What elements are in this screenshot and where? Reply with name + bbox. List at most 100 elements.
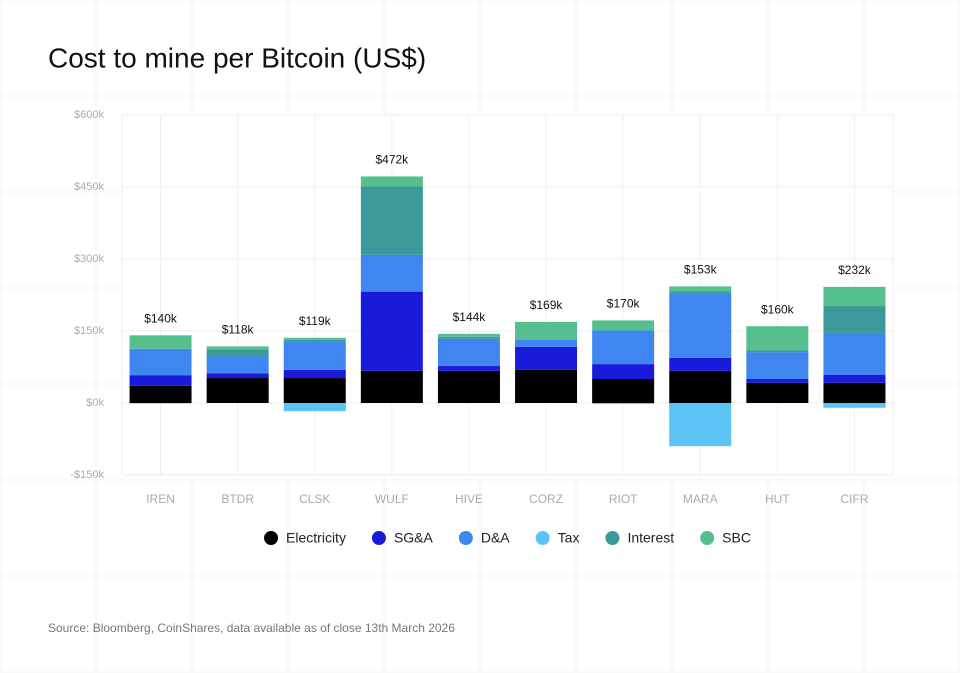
bar-segment bbox=[206, 378, 269, 403]
bar-segment bbox=[360, 370, 423, 403]
legend-swatch bbox=[535, 531, 550, 545]
total-label: $118k bbox=[222, 323, 255, 337]
y-tick-label: $450k bbox=[74, 181, 104, 193]
legend-label: Interest bbox=[627, 530, 674, 546]
legend-swatch bbox=[605, 531, 620, 545]
bar-segment bbox=[515, 321, 578, 340]
y-tick-label: $150k bbox=[74, 325, 104, 337]
y-tick-label: -$150k bbox=[70, 469, 104, 481]
bar-segment bbox=[360, 254, 423, 292]
x-tick-label: MARA bbox=[683, 492, 718, 506]
legend-item: SBC bbox=[700, 530, 751, 546]
legend-label: SBC bbox=[722, 530, 751, 546]
bar-segment bbox=[129, 385, 192, 403]
bar-segment bbox=[515, 346, 578, 370]
x-tick-label: RIOT bbox=[609, 492, 638, 506]
bar-segment bbox=[437, 336, 500, 339]
x-tick-label: CIFR bbox=[840, 492, 868, 506]
legend: Electricity SG&A D&A Tax Interest SBC bbox=[264, 530, 751, 546]
bar-segment bbox=[592, 320, 655, 331]
bar-segment bbox=[515, 369, 578, 403]
legend-label: Tax bbox=[558, 530, 580, 546]
bar-segment bbox=[437, 370, 500, 403]
x-tick-label: HUT bbox=[765, 492, 790, 506]
bar-segment bbox=[669, 357, 732, 371]
bar-segment bbox=[746, 352, 809, 379]
bar-segment bbox=[129, 375, 192, 386]
total-label: $140k bbox=[144, 311, 178, 325]
bar-segment bbox=[592, 403, 655, 404]
bar-segment bbox=[823, 382, 886, 403]
legend-swatch bbox=[700, 531, 715, 545]
bar-segment bbox=[360, 176, 423, 187]
y-tick-label: $600k bbox=[74, 109, 104, 121]
bar-segment bbox=[206, 349, 269, 357]
bar-segment bbox=[746, 326, 809, 351]
bar-segment bbox=[283, 337, 346, 340]
y-tick-label: $0k bbox=[86, 397, 104, 409]
legend-swatch bbox=[264, 531, 279, 545]
bar-segment bbox=[823, 332, 886, 375]
total-label: $160k bbox=[761, 302, 795, 316]
bar-segment bbox=[283, 339, 346, 342]
bar-segment bbox=[592, 379, 655, 403]
total-label: $144k bbox=[453, 310, 487, 324]
bar-segment bbox=[592, 364, 655, 379]
x-tick-label: IREN bbox=[146, 492, 175, 506]
bar-segment bbox=[592, 330, 655, 365]
total-label: $153k bbox=[684, 263, 718, 277]
x-tick-label: HIVE bbox=[455, 492, 483, 506]
bar-segment bbox=[823, 403, 886, 408]
bar-segment bbox=[669, 403, 732, 447]
bar-segment bbox=[669, 286, 732, 292]
bar-segment bbox=[283, 378, 346, 403]
legend-swatch bbox=[371, 531, 386, 545]
bar-segment bbox=[515, 339, 578, 347]
bar-segment bbox=[360, 186, 423, 255]
bar-segment bbox=[129, 335, 192, 349]
legend-label: Electricity bbox=[286, 530, 346, 546]
chart-title: Cost to mine per Bitcoin (US$) bbox=[48, 42, 426, 73]
bar-segment bbox=[437, 338, 500, 367]
legend-item: Interest bbox=[605, 530, 674, 546]
total-label: $169k bbox=[530, 298, 564, 312]
legend-item: D&A bbox=[458, 530, 510, 546]
x-tick-label: CORZ bbox=[529, 492, 563, 506]
bar-segment bbox=[823, 306, 886, 333]
bar-segment bbox=[437, 333, 500, 337]
total-label: $170k bbox=[607, 297, 641, 311]
x-tick-label: CLSK bbox=[299, 492, 330, 506]
legend-item: Electricity bbox=[264, 530, 346, 546]
bar-segment bbox=[823, 286, 886, 307]
bar-segment bbox=[206, 373, 269, 379]
bar-segment bbox=[823, 374, 886, 383]
bar-segment bbox=[437, 366, 500, 371]
bar-segment bbox=[283, 369, 346, 379]
legend-swatch bbox=[458, 531, 473, 545]
bar-segment bbox=[669, 370, 732, 403]
total-label: $119k bbox=[299, 314, 332, 328]
bar-segment bbox=[746, 350, 809, 353]
bar-segment bbox=[746, 379, 809, 383]
x-tick-label: WULF bbox=[375, 492, 409, 506]
bar-segment bbox=[129, 348, 192, 376]
total-label: $472k bbox=[375, 153, 409, 167]
bar-segment bbox=[206, 346, 269, 350]
bar-segment bbox=[283, 341, 346, 370]
legend-item: Tax bbox=[535, 530, 580, 546]
source-note: Source: Bloomberg, CoinShares, data avai… bbox=[48, 621, 455, 635]
bar-segment bbox=[746, 382, 809, 403]
x-tick-label: BTDR bbox=[221, 492, 254, 506]
bar-segment bbox=[669, 293, 732, 358]
y-tick-label: $300k bbox=[74, 253, 104, 265]
legend-item: SG&A bbox=[371, 530, 434, 546]
legend-label: D&A bbox=[481, 530, 510, 546]
bar-segment bbox=[283, 403, 346, 412]
bar-segment bbox=[206, 356, 269, 374]
plot-area bbox=[121, 114, 894, 476]
legend-label: SG&A bbox=[394, 530, 434, 546]
bar-segment bbox=[669, 291, 732, 294]
bar-segment bbox=[360, 291, 423, 371]
total-label: $232k bbox=[838, 263, 872, 277]
